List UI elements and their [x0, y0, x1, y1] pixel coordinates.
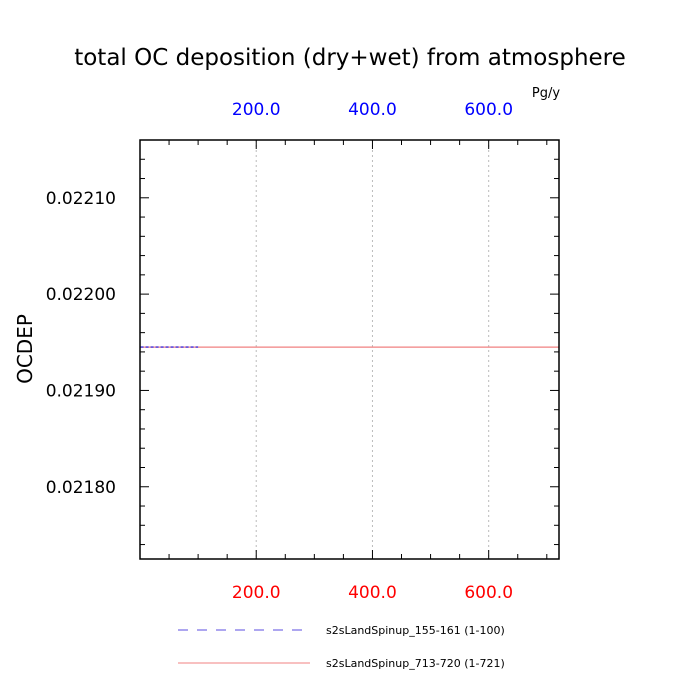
legend-label-1: s2sLandSpinup_155-161 (1-100) — [326, 624, 505, 637]
tick-labels: 200.0 200.0 400.0 400.0 600.0 600.0 0.02210 0.0… — [46, 100, 513, 603]
x-tick-label-bottom: 400.0 — [348, 583, 397, 603]
y-axis-label: OCDEP — [13, 314, 37, 384]
y-tick-label: 0.02210 — [46, 189, 116, 209]
chart-title: total OC deposition (dry+wet) from atmos… — [74, 45, 626, 71]
legend: s2sLandSpinup_155-161 (1-100) s2sLandSpin… — [178, 624, 505, 670]
grid-lines — [255, 140, 490, 559]
plot-frame — [139, 139, 560, 560]
y-tick-label: 0.02190 — [46, 381, 116, 401]
y-tick-label: 0.02200 — [46, 285, 116, 305]
x-tick-label-top: 400.0 — [348, 100, 397, 120]
x-tick-label-top: 600.0 — [464, 100, 513, 120]
legend-label-2: s2sLandSpinup_713-720 (1-721) — [326, 657, 505, 670]
axis-ticks — [140, 140, 559, 559]
y-tick-label: 0.02180 — [46, 478, 116, 498]
units-label: Pg/y — [532, 86, 560, 101]
x-tick-label-bottom: 600.0 — [464, 583, 513, 603]
x-tick-label-bottom: 200.0 — [232, 583, 281, 603]
x-tick-label-top: 200.0 — [232, 100, 281, 120]
